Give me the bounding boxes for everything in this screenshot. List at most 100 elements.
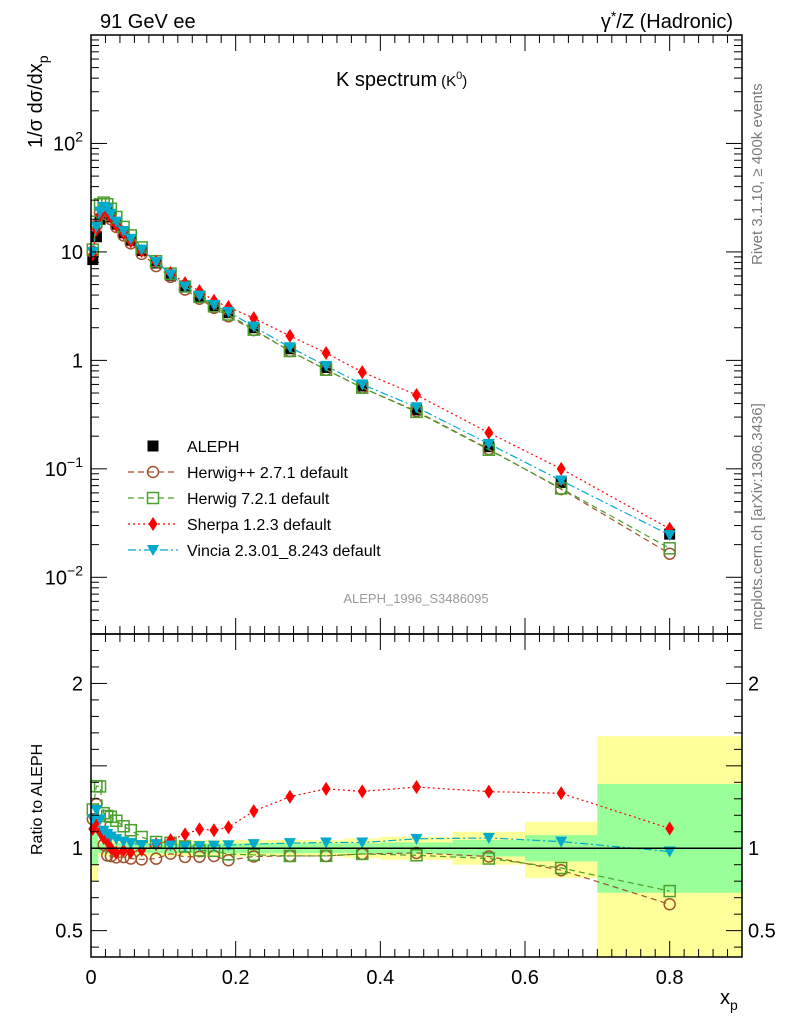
legend-marker-3 [148, 517, 158, 531]
y-tick-label-top-0: 10−2 [45, 562, 83, 589]
point-top-s3-22 [556, 461, 566, 476]
point-top-s4-23 [663, 530, 676, 542]
legend: ALEPH Herwig++ 2.7.1 default Herwig 7.2.… [128, 439, 381, 560]
point-ratio-s3-17 [285, 789, 295, 804]
y-tick-label-bottom-left-0: 0.5 [55, 921, 83, 943]
point-ratio-s3-21 [484, 784, 494, 799]
bottom-frame [90, 633, 743, 958]
x-tick-label-4: 0.8 [656, 967, 684, 989]
point-top-s4-7 [117, 225, 130, 237]
y-tick-label-top-2: 1 [72, 350, 83, 372]
point-top-s2-23 [663, 542, 676, 555]
point-ratio-s4-19 [356, 837, 369, 849]
y-tick-label-bottom-left-2: 2 [72, 673, 83, 695]
point-top-s4-18 [320, 360, 333, 372]
point-ratio-s2-2 [93, 780, 107, 793]
legend-label-vincia: Vincia 2.3.01_8.243 default [187, 543, 381, 560]
point-ratio-s4-1 [90, 805, 103, 817]
point-top-s4-1 [90, 221, 103, 233]
point-ratio-s4-11 [164, 840, 177, 852]
point-ratio-s4-9 [135, 840, 148, 852]
point-top-s4-17 [283, 342, 296, 354]
point-ratio-s4-13 [193, 841, 206, 853]
point-ratio-s3-19 [357, 784, 367, 799]
x-tick-label-0: 0 [85, 967, 96, 989]
legend-marker-2 [146, 491, 160, 505]
band-green-9 [597, 783, 742, 893]
point-ratio-s4-14 [207, 840, 220, 852]
point-top-s3-20 [412, 387, 421, 402]
y-tick-label-bottom-right-1: 1 [748, 838, 759, 860]
point-ratio-s4-21 [482, 832, 495, 844]
point-ratio-s3-15 [223, 820, 233, 835]
point-ratio-s4-8 [124, 838, 137, 850]
point-top-s4-10 [150, 256, 163, 268]
y-axis-label-bottom: Ratio to ALEPH [29, 744, 46, 855]
legend-marker-1 [146, 465, 160, 479]
series-line-top-4 [92, 206, 670, 536]
y-tick-label-bottom-left-1: 1 [72, 838, 83, 860]
side-text-mcplots: mcplots.cern.ch [arXiv:1306.3436] [749, 403, 766, 630]
point-ratio-s3-7 [119, 843, 129, 858]
point-ratio-s2-18 [319, 849, 333, 863]
ratio-series [86, 779, 742, 911]
point-ratio-s1-10 [149, 852, 163, 865]
y-tick-label-top-3: 10 [61, 242, 83, 264]
x-tick-label-3: 0.6 [511, 967, 539, 989]
point-top-s4-21 [482, 438, 495, 450]
legend-marker-4 [147, 545, 159, 556]
point-ratio-s2-7 [117, 820, 130, 833]
point-top-s3-18 [321, 345, 331, 360]
point-ratio-s3-16 [249, 804, 259, 819]
point-ratio-s3-6 [111, 845, 121, 860]
point-top-s3-17 [285, 328, 295, 343]
header-left: 91 GeV ee [100, 11, 196, 33]
legend-label-sherpa: Sherpa 1.2.3 default [187, 517, 332, 534]
point-top-s4-13 [193, 290, 206, 302]
point-top-s4-16 [247, 321, 260, 333]
y-tick-label-top-4: 102 [53, 128, 83, 155]
point-top-s4-8 [124, 233, 137, 245]
side-text-rivet: Rivet 3.1.10, ≥ 400k events [749, 83, 766, 265]
top-series [86, 196, 676, 560]
point-top-s4-15 [222, 306, 235, 318]
point-ratio-s4-10 [150, 839, 163, 851]
x-tick-label-1: 0.2 [222, 967, 250, 989]
x-axis-label: xp [720, 987, 738, 1013]
point-ratio-s4-16 [247, 839, 260, 851]
point-top-s4-12 [179, 281, 192, 293]
point-top-s3-21 [484, 425, 494, 440]
series-line-ratio-2 [92, 785, 670, 892]
point-top-s4-11 [164, 269, 177, 281]
series-line-top-2 [92, 201, 670, 549]
point-ratio-s2-22 [554, 861, 568, 875]
series-line-top-3 [92, 207, 670, 530]
point-ratio-s2-23 [663, 884, 676, 898]
point-ratio-s2-8 [124, 823, 138, 837]
point-ratio-s4-12 [179, 841, 192, 853]
point-top-s4-6 [110, 216, 123, 228]
legend-label-herwigpp: Herwig++ 2.7.1 default [187, 465, 349, 482]
point-ratio-s3-12 [180, 827, 190, 842]
y-axis-label-top: 1/σ dσ/dxp [25, 55, 51, 148]
series-line-top-1 [92, 209, 670, 555]
point-ratio-s2-20 [410, 849, 423, 862]
header-right: γ*/Z (Hadronic) [601, 8, 733, 33]
point-ratio-s4-2 [94, 814, 107, 826]
point-top-s3-19 [357, 365, 367, 380]
point-ratio-s2-21 [482, 852, 496, 865]
x-tick-label-2: 0.4 [366, 967, 394, 989]
legend-marker-0 [147, 440, 159, 452]
point-ratio-s3-20 [412, 780, 421, 795]
y-tick-label-bottom-right-0: 0.5 [748, 921, 776, 943]
point-ratio-s4-22 [555, 836, 568, 848]
point-top-s4-19 [356, 379, 369, 391]
point-ratio-s1-23 [663, 898, 676, 911]
analysis-watermark: ALEPH_1996_S3486095 [343, 591, 488, 606]
y-tick-label-bottom-right-2: 2 [748, 673, 759, 695]
point-ratio-s3-14 [209, 823, 219, 838]
point-ratio-s4-17 [283, 838, 296, 850]
point-top-s4-9 [135, 244, 148, 256]
point-top-s4-20 [410, 402, 423, 414]
legend-label-aleph: ALEPH [187, 439, 239, 456]
